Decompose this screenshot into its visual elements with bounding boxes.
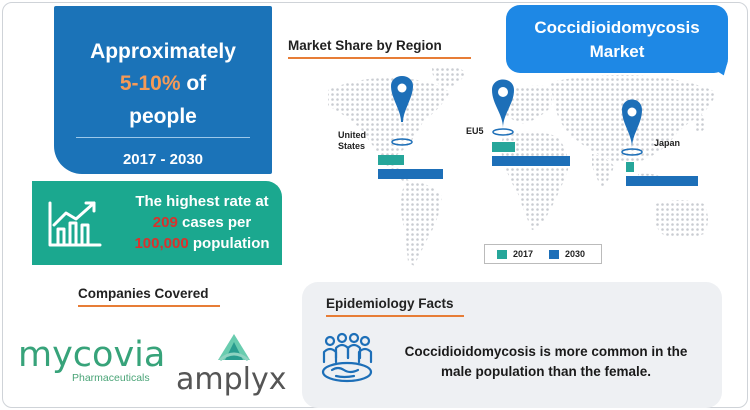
bar-us-2030 [378, 169, 443, 179]
map-title: Market Share by Region [288, 38, 442, 53]
japan-location-pin-icon [621, 99, 643, 156]
prevalence-stat-box: Approximately 5-10% of people 2017 - 203… [54, 6, 272, 174]
mycovia-name: mycovia [18, 335, 166, 375]
legend-swatch-2030 [549, 250, 559, 259]
stat-line-2-rest: of [180, 72, 207, 95]
legend-label-2030: 2030 [565, 249, 586, 259]
mycovia-logo: mycovia Pharmaceuticals [18, 335, 166, 385]
amplyx-name: amplyx [176, 362, 287, 397]
legend-label-2017: 2017 [513, 249, 534, 259]
mycovia-subtitle: Pharmaceuticals [72, 372, 150, 384]
map-title-underline [288, 57, 471, 59]
bar-chart-growth-icon [48, 201, 102, 247]
epidemiology-title: Epidemiology Facts [326, 296, 454, 311]
companies-title: Companies Covered [78, 286, 209, 301]
companies-title-underline [78, 305, 220, 307]
bar-us-2017 [378, 155, 404, 165]
stat-line-1: Approximately [90, 40, 236, 63]
map-legend: 2017 2030 [484, 244, 602, 264]
rate-line-3-rest: population [188, 235, 270, 252]
region-label-us: United States [338, 130, 366, 152]
rate-line-3: 100,000 population [124, 233, 280, 254]
stat-divider [76, 137, 250, 138]
rate-number: 209 [152, 214, 178, 231]
rate-number-2: 100,000 [134, 235, 189, 252]
market-title-line-2: Market [589, 42, 645, 61]
region-label-us-line-1: United [338, 130, 366, 140]
highest-rate-text: The highest rate at 209 cases per 100,00… [124, 191, 280, 254]
highest-rate-box: The highest rate at 209 cases per 100,00… [32, 181, 282, 265]
rate-line-1: The highest rate at [135, 193, 269, 210]
epidemiology-panel [302, 282, 722, 408]
stat-years: 2017 - 2030 [122, 151, 204, 168]
bar-japan-2017 [626, 162, 634, 172]
region-label-japan: Japan [654, 138, 681, 148]
stat-line-3: people [129, 105, 197, 128]
amplyx-logo: amplyx [174, 334, 287, 397]
epidemiology-fact-line-2: male population than the female. [440, 364, 652, 379]
bar-eu5-2030 [492, 156, 570, 166]
stat-highlight: 5-10% [119, 72, 181, 95]
market-title-line-1: Coccidioidomycosis [534, 18, 700, 37]
epidemiology-fact-line-1: Coccidioidomycosis is more common in the [404, 344, 688, 359]
population-group-icon [321, 332, 373, 383]
rate-line-2-rest: cases per [177, 214, 252, 231]
legend-swatch-2017 [497, 250, 507, 259]
bar-eu5-2017 [492, 142, 515, 152]
world-map [328, 66, 716, 266]
us-location-pin-icon [390, 76, 414, 146]
region-label-eu5: EU5 [466, 126, 484, 136]
epidemiology-title-underline [326, 315, 464, 317]
stat-line-2: 5-10% of [54, 72, 272, 96]
rate-line-2: 209 cases per [124, 212, 280, 233]
bar-japan-2030 [626, 176, 698, 186]
region-label-us-line-2: States [338, 141, 366, 151]
eu5-location-pin-icon [492, 79, 514, 136]
amplyx-mark-icon [218, 334, 250, 362]
epidemiology-fact: Coccidioidomycosis is more common in the… [386, 342, 706, 382]
market-title-bubble: Coccidioidomycosis Market [506, 5, 728, 73]
